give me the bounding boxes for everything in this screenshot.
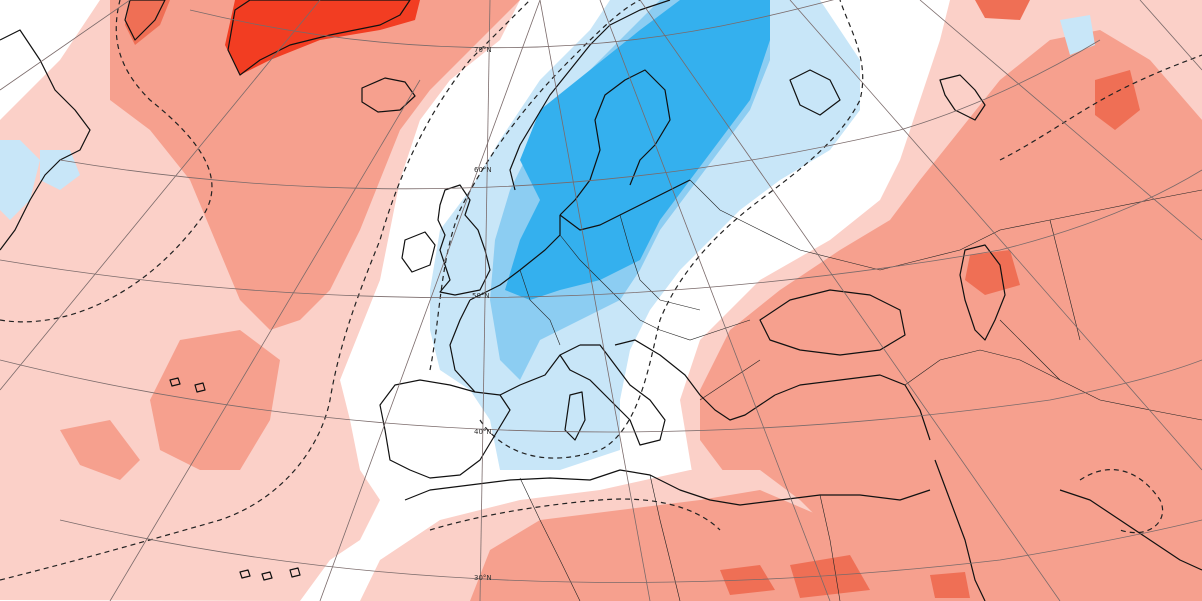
warm-strong-east-core bbox=[965, 250, 1020, 295]
zero-contour-africa bbox=[429, 498, 721, 531]
border-11 bbox=[999, 319, 1061, 381]
zero-contour-atlantic bbox=[0, 0, 213, 323]
coast-turkey bbox=[774, 374, 931, 441]
longitude-11 bbox=[1139, 0, 1202, 71]
latitude-labels: 70°N 60°N 50°N 40°N 30°N bbox=[472, 46, 492, 582]
longitude-5 bbox=[479, 0, 491, 601]
cold-anomaly-layer bbox=[0, 0, 1095, 470]
coast-sardinia bbox=[564, 391, 586, 441]
cold-light-ne bbox=[1060, 15, 1095, 55]
border-1 bbox=[559, 234, 751, 341]
warm-mid-east bbox=[700, 30, 1202, 601]
border-3 bbox=[619, 214, 701, 311]
warm-mid-atlantic-west bbox=[60, 420, 140, 480]
zero-contours bbox=[0, 0, 1202, 581]
lat-label-50: 50°N bbox=[472, 292, 490, 300]
coast-iceland bbox=[361, 77, 416, 113]
coast-canary bbox=[239, 567, 301, 581]
coast-italy bbox=[559, 344, 666, 446]
coast-white-sea bbox=[789, 69, 841, 116]
coast-norway bbox=[509, 0, 671, 191]
border-9 bbox=[649, 474, 681, 601]
coast-north-africa bbox=[404, 469, 931, 506]
longitude-10 bbox=[919, 0, 1202, 241]
longitude-2 bbox=[0, 0, 321, 391]
zero-contour-atlantic-south bbox=[0, 0, 531, 581]
coast-azores bbox=[169, 377, 206, 393]
longitude-6 bbox=[539, 0, 651, 601]
border-4 bbox=[689, 179, 881, 271]
cold-light-atlantic-patch bbox=[40, 150, 80, 190]
longitude-7 bbox=[599, 0, 831, 601]
border-2 bbox=[519, 269, 561, 346]
coast-ireland bbox=[401, 231, 436, 273]
border-7 bbox=[904, 349, 1202, 421]
warm-strong-africa-3 bbox=[930, 572, 970, 598]
warm-strong-africa-2 bbox=[790, 555, 870, 598]
coast-sweden-finland bbox=[559, 69, 671, 216]
coast-red-sea bbox=[934, 459, 986, 601]
zero-contour-europe-south bbox=[479, 0, 864, 459]
warm-strong-ural bbox=[1095, 70, 1140, 130]
zero-contour-east bbox=[999, 54, 1202, 161]
longitude-9 bbox=[789, 0, 1202, 471]
lat-label-60: 60°N bbox=[474, 166, 492, 174]
coast-labrador bbox=[0, 29, 91, 251]
country-borders bbox=[519, 179, 1202, 601]
lat-label-30: 30°N bbox=[474, 574, 492, 582]
warm-mid-atlantic bbox=[110, 0, 520, 330]
coast-caspian bbox=[959, 244, 1006, 341]
coast-north-europe bbox=[469, 215, 561, 301]
coast-balkans bbox=[614, 339, 776, 421]
coast-greenland-west bbox=[124, 0, 166, 41]
border-5 bbox=[699, 359, 761, 401]
latitude-50 bbox=[0, 169, 1202, 299]
lat-label-70: 70°N bbox=[474, 46, 492, 54]
lat-label-40: 40°N bbox=[474, 428, 492, 436]
latitude-40 bbox=[0, 359, 1202, 433]
latitude-60 bbox=[59, 39, 1101, 190]
coast-greenland bbox=[227, 0, 411, 76]
coast-britain bbox=[437, 184, 491, 296]
coast-black-sea bbox=[759, 289, 906, 356]
coast-iberia bbox=[379, 379, 511, 479]
warm-mid-atlantic-south bbox=[150, 330, 280, 470]
longitude-3 bbox=[109, 79, 421, 601]
cold-strong-europe bbox=[505, 0, 770, 300]
longitude-8 bbox=[639, 0, 1061, 601]
warm-strong-north-east bbox=[975, 0, 1030, 20]
border-8 bbox=[519, 477, 581, 601]
longitude-4 bbox=[319, 0, 541, 601]
zero-contour-europe bbox=[429, 0, 641, 371]
coast-arctic-east bbox=[939, 74, 986, 121]
longitude-1 bbox=[0, 0, 131, 91]
coast-france-med bbox=[449, 299, 581, 396]
coast-gulf bbox=[1059, 489, 1202, 571]
latitude-30 bbox=[59, 519, 1202, 583]
border-12 bbox=[1049, 219, 1081, 341]
latitude-70 bbox=[189, 0, 835, 49]
zero-contour-se bbox=[1079, 469, 1164, 534]
border-10 bbox=[819, 494, 841, 601]
